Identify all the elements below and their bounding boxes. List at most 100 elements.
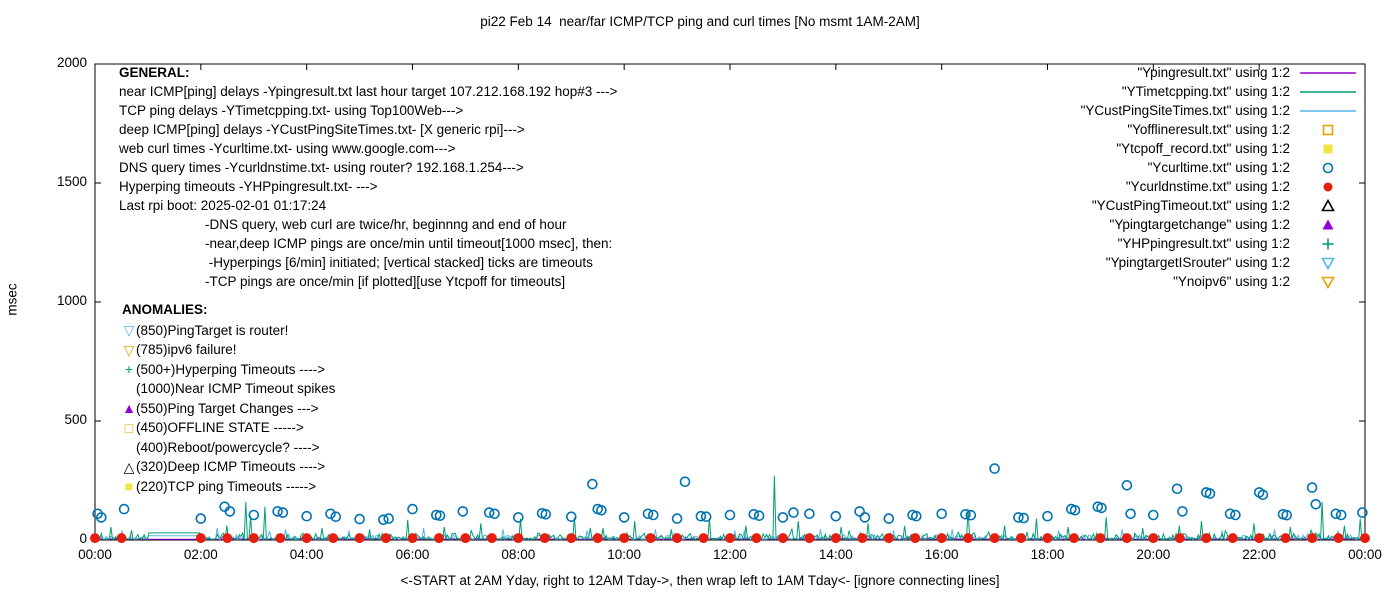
legend-label: "YCustPingSiteTimes.txt" using 1:2 (1080, 103, 1290, 118)
legend-sample-triangle-down-open (1321, 257, 1335, 270)
anomaly-text: (785)ipv6 failure! (136, 342, 237, 357)
general-annotation-block: GENERAL: near ICMP[ping] delays -Ypingres… (119, 63, 617, 291)
dns-time-point (1042, 533, 1053, 544)
curl-time-point (748, 508, 760, 520)
curl-time-point (642, 508, 654, 520)
curl-time-point (910, 510, 922, 522)
curl-time-point (1171, 483, 1183, 495)
dns-time-point (857, 533, 868, 544)
anomaly-line: □ (450)OFFLINE STATE -----> (122, 418, 335, 438)
dns-time-point (460, 533, 471, 544)
legend: "Ypingresult.txt" using 1:2 "YTimetcpping… (1081, 63, 1358, 291)
legend-label: "Ypingtargetchange" using 1:2 (1109, 217, 1290, 232)
dns-time-point (910, 533, 921, 544)
curl-time-point (1306, 482, 1318, 493)
curl-time-point (434, 510, 446, 522)
dns-time-point (275, 533, 286, 544)
curl-time-point (378, 514, 389, 526)
y-tick-label: 2000 (56, 55, 87, 70)
dns-time-point (566, 533, 577, 544)
general-line: TCP ping delays -YTimetcpping.txt- using… (119, 103, 464, 118)
curl-time-point (587, 478, 598, 490)
plus-icon: + (124, 361, 134, 378)
curl-time-point (1069, 504, 1081, 516)
x-tick-label: 08:00 (501, 547, 536, 562)
curl-time-point (489, 508, 500, 520)
legend-entry: "Ycurltime.txt" using 1:2 (1081, 158, 1358, 177)
curl-time-point (618, 512, 630, 523)
legend-label: "Ycurltime.txt" using 1:2 (1147, 160, 1290, 175)
legend-sample-plus (1322, 238, 1334, 249)
dns-time-point (328, 533, 339, 544)
curl-time-point (272, 506, 283, 517)
dns-time-point (963, 533, 974, 544)
curl-time-point (1018, 512, 1030, 524)
dns-time-point (116, 533, 127, 544)
curl-time-point (724, 509, 736, 521)
legend-entry: "YCustPingTimeout.txt" using 1:2 (1081, 196, 1358, 215)
legend-label: "YTimetcpping.txt" using 1:2 (1121, 84, 1290, 99)
general-header: GENERAL: (119, 65, 190, 80)
anomaly-text: (1000)Near ICMP Timeout spikes (136, 381, 336, 396)
anomaly-text: (500+)Hyperping Timeouts ----> (136, 361, 326, 377)
legend-entry: "Ynoipv6" using 1:2 (1081, 272, 1358, 291)
curl-time-point (224, 506, 236, 517)
dns-time-point (883, 533, 894, 544)
dns-time-point (804, 533, 815, 544)
anomaly-text: (850)PingTarget is router! (136, 322, 289, 338)
curl-time-point (540, 508, 552, 520)
dns-time-point (989, 533, 1000, 544)
y-axis-label: msec (4, 283, 20, 316)
curl-time-point (325, 508, 336, 520)
legend-sample-square-filled (1323, 144, 1333, 153)
curl-time-point (1310, 498, 1322, 510)
curl-time-point (804, 508, 815, 520)
series-points-Ycurldnstime.txt (90, 533, 1370, 544)
curl-time-point (512, 512, 524, 523)
anomaly-line: (400)Reboot/powercycle? ----> (122, 438, 335, 458)
curl-time-point (1357, 507, 1368, 518)
curl-time-point (565, 511, 577, 523)
legend-sample-triangle-up-filled (1322, 219, 1334, 229)
dns-time-point (592, 533, 603, 544)
anomaly-text: (400)Reboot/powercycle? ----> (136, 439, 320, 455)
legend-sample-triangle-down-open (1321, 276, 1335, 289)
curl-time-point (1096, 502, 1107, 514)
dns-time-point (777, 533, 788, 544)
curl-time-point (1125, 508, 1136, 520)
anomalies-annotation-block: ANOMALIES: ▽ (850)PingTarget is router! ▽ (7… (122, 300, 335, 496)
general-note-line: -Hyperpings [6/min] initiated; [vertical… (205, 255, 593, 270)
dns-time-point (1016, 533, 1026, 544)
general-note-line: -TCP pings are once/min [if plotted][use… (205, 274, 566, 289)
dns-time-point (195, 533, 206, 544)
x-axis-label: <-START at 2AM Yday, right to 12AM Tday-… (400, 573, 1000, 588)
dns-time-point (539, 533, 550, 544)
x-tick-label: 10:00 (607, 547, 642, 562)
general-line: near ICMP[ping] delays -Ypingresult.txt … (119, 84, 618, 99)
curl-time-point (1177, 506, 1188, 517)
general-line: Hyperping timeouts -YHPpingresult.txt- -… (119, 179, 378, 194)
curl-time-point (1230, 509, 1241, 521)
curl-time-point (936, 508, 948, 520)
triangle-down-open-icon: ▽ (123, 322, 135, 339)
curl-time-point (883, 513, 895, 524)
dns-time-point (698, 533, 709, 544)
curl-time-point (1013, 512, 1024, 523)
general-note-line: -DNS query, web curl are twice/hr, begin… (205, 217, 567, 232)
curl-time-point (788, 507, 799, 518)
dns-time-point (301, 533, 312, 544)
general-line: DNS query times -Ycurldnstime.txt- using… (119, 160, 524, 175)
curl-time-point (859, 512, 871, 523)
curl-time-point (354, 513, 365, 525)
x-tick-label: 22:00 (1242, 547, 1277, 562)
dns-time-point (1307, 533, 1318, 544)
anomaly-line: (1000)Near ICMP Timeout spikes (122, 379, 335, 399)
dns-time-point (248, 533, 259, 544)
triangle-up-filled-icon: ▲ (122, 400, 136, 417)
dns-time-point (434, 533, 444, 544)
legend-sample-line (1300, 109, 1356, 112)
legend-entry: "YCustPingSiteTimes.txt" using 1:2 (1081, 101, 1358, 120)
dns-time-point (1095, 533, 1106, 544)
x-tick-label: 16:00 (924, 547, 959, 562)
